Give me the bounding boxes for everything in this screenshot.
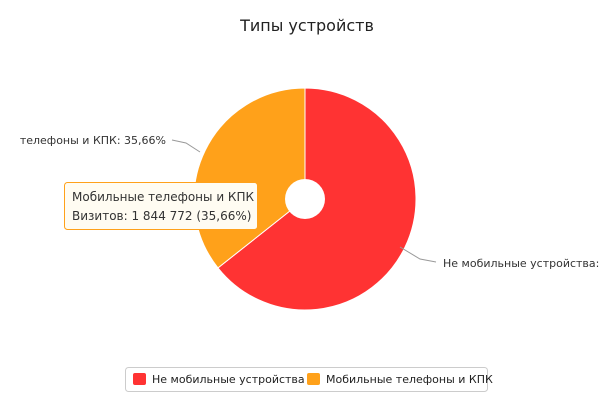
legend: Не мобильные устройства Мобильные телефо…	[125, 367, 493, 392]
legend-label-mobile: Мобильные телефоны и КПК	[326, 373, 493, 386]
legend-item-mobile[interactable]: Мобильные телефоны и КПК	[307, 373, 493, 386]
leader-line-non-mobile	[399, 246, 437, 263]
legend-label-non-mobile: Не мобильные устройства	[152, 373, 305, 386]
slice-label-non-mobile: Не мобильные устройства:	[443, 257, 599, 270]
tooltip-box	[64, 182, 258, 230]
tooltip-title: Мобильные телефоны и КПК	[72, 190, 254, 204]
legend-item-non-mobile[interactable]: Не мобильные устройства	[133, 373, 305, 386]
legend-swatch-mobile	[307, 373, 320, 385]
tooltip: Мобильные телефоны и КПК Визитов: 1 844 …	[64, 182, 258, 230]
legend-box	[125, 367, 488, 392]
donut-hole	[285, 179, 325, 219]
leader-line-mobile	[171, 139, 201, 153]
chart-title: Типы устройств	[239, 16, 374, 35]
slice-label-mobile: телефоны и КПК: 35,66%	[20, 134, 166, 147]
legend-swatch-non-mobile	[133, 373, 146, 385]
tooltip-body: Визитов: 1 844 772 (35,66%)	[72, 209, 251, 223]
